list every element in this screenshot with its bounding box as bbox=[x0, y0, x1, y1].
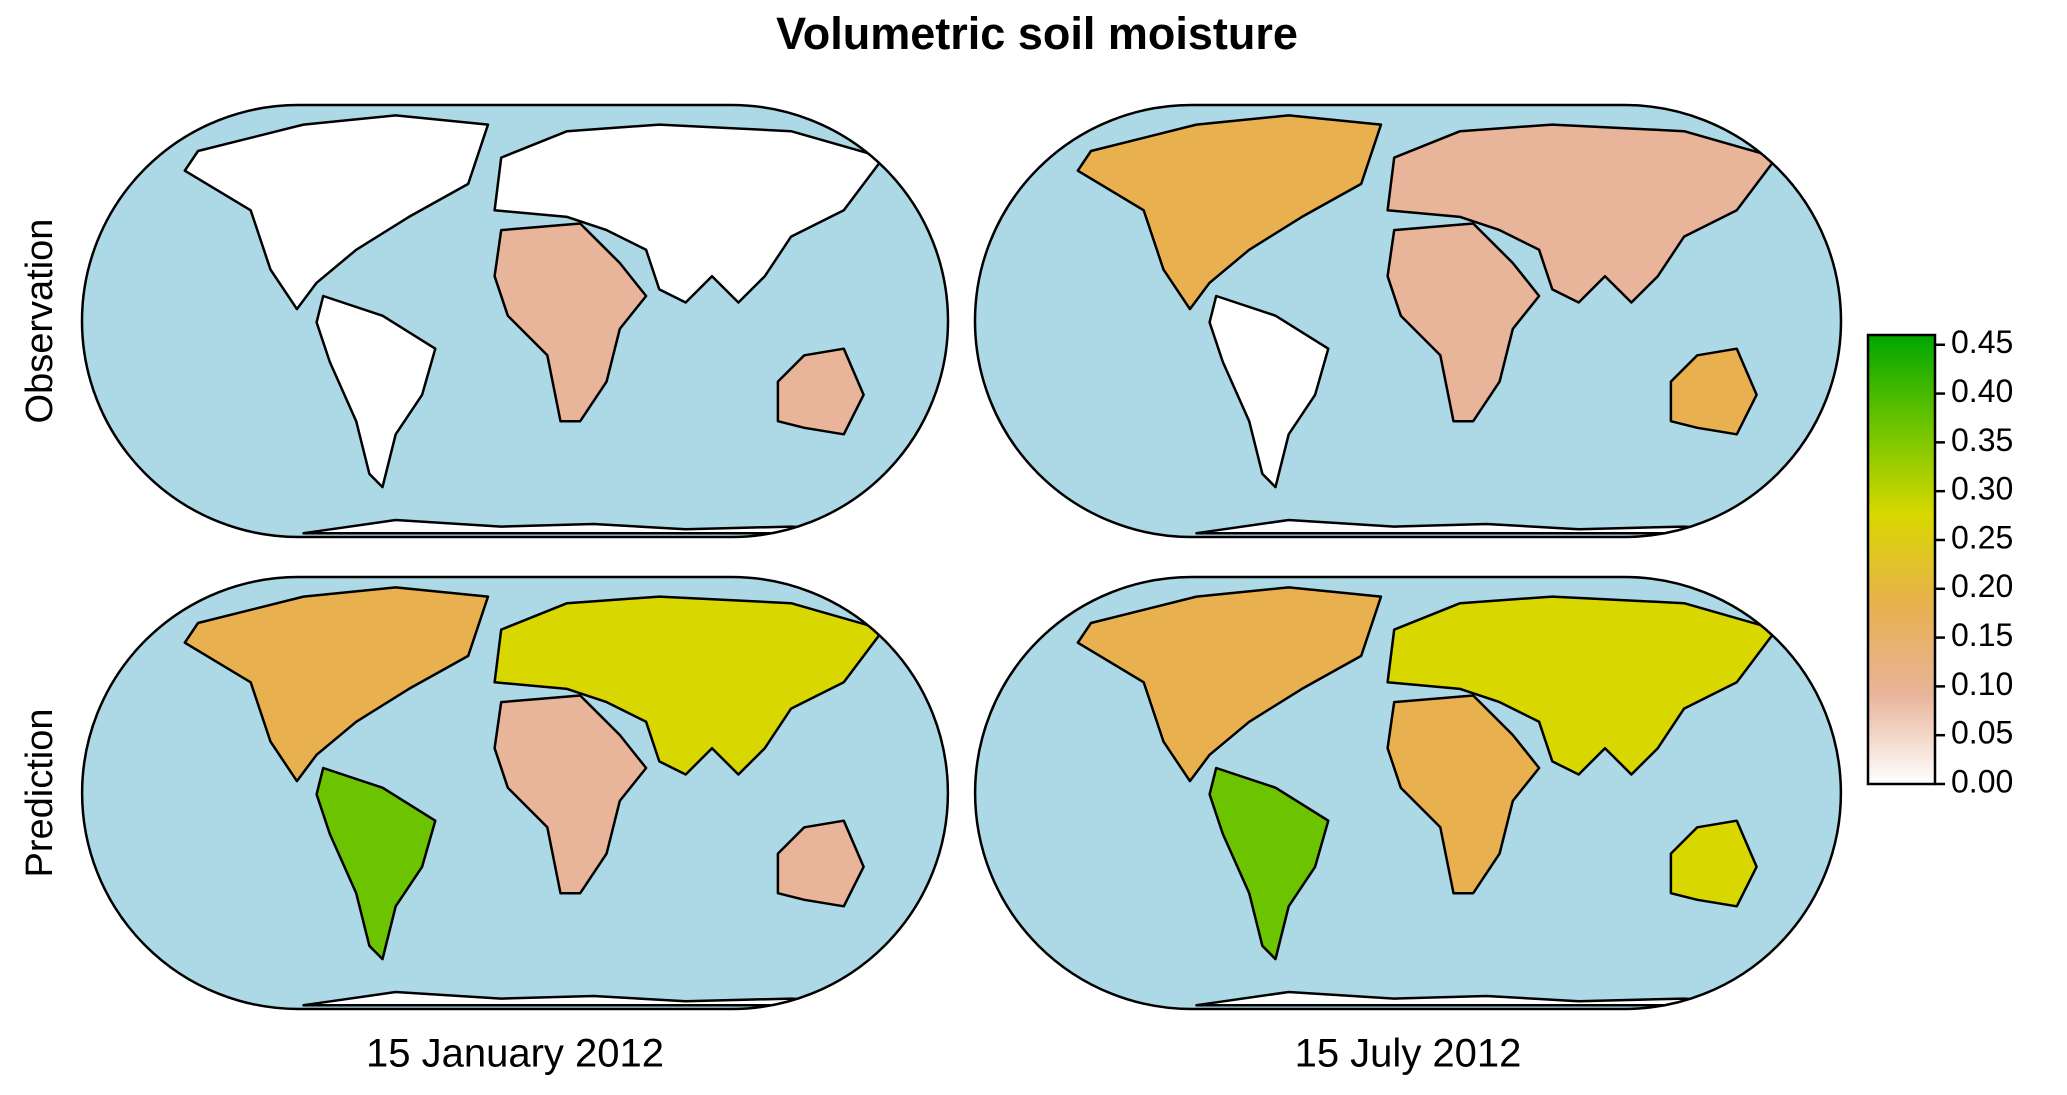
map-panel bbox=[973, 103, 1843, 539]
row-label: Prediction bbox=[19, 709, 61, 878]
colorbar-tick-label: 0.20 bbox=[1951, 568, 2013, 604]
landmass bbox=[493, 595, 885, 776]
colorbar-tick-label: 0.45 bbox=[1951, 324, 2013, 360]
landmass bbox=[315, 766, 437, 961]
map-panel bbox=[80, 575, 950, 1011]
landmass bbox=[493, 222, 648, 423]
column-label: 15 July 2012 bbox=[1295, 1032, 1522, 1076]
map-border bbox=[973, 575, 1843, 1011]
landmass bbox=[1386, 222, 1541, 423]
map-panel bbox=[973, 575, 1843, 1011]
land bbox=[183, 586, 898, 1007]
landmass bbox=[1386, 694, 1541, 895]
land bbox=[1076, 586, 1791, 1007]
map-border bbox=[973, 103, 1843, 539]
colorbar-tick-label: 0.10 bbox=[1951, 666, 2013, 702]
colorbar-tick-label: 0.15 bbox=[1951, 617, 2013, 653]
map-panel bbox=[80, 103, 950, 539]
land bbox=[1076, 114, 1791, 535]
landmass bbox=[1208, 766, 1330, 961]
colorbar-tick-label: 0.30 bbox=[1951, 471, 2013, 507]
colorbar-tick-label: 0.05 bbox=[1951, 715, 2013, 751]
landmass bbox=[1076, 114, 1383, 311]
colorbar-tick-label: 0.00 bbox=[1951, 763, 2013, 799]
landmass bbox=[493, 123, 885, 304]
row-label: Observation bbox=[19, 219, 61, 424]
landmass bbox=[1076, 586, 1383, 783]
colorbar-tick-label: 0.35 bbox=[1951, 422, 2013, 458]
land bbox=[183, 114, 898, 535]
colorbar: 0.00 0.05 0.10 0.15 0.20 0.25 0.30 0.35 0.40 0.45 bbox=[1866, 324, 2013, 799]
map-border bbox=[80, 103, 950, 539]
landmass bbox=[1386, 595, 1778, 776]
landmass bbox=[493, 694, 648, 895]
figure-title: Volumetric soil moisture bbox=[776, 8, 1298, 59]
landmass bbox=[1208, 294, 1330, 489]
map-border bbox=[80, 575, 950, 1011]
landmass bbox=[1386, 123, 1778, 304]
colorbar-tick-label: 0.25 bbox=[1951, 519, 2013, 555]
landmass bbox=[776, 819, 865, 908]
landmass bbox=[1669, 347, 1758, 436]
colorbar-tick-label: 0.40 bbox=[1951, 373, 2013, 409]
column-label: 15 January 2012 bbox=[366, 1032, 664, 1076]
landmass bbox=[183, 586, 490, 783]
landmass bbox=[1669, 819, 1758, 908]
colorbar-fill bbox=[1866, 333, 1937, 786]
landmass bbox=[315, 294, 437, 489]
maps bbox=[80, 103, 1843, 1011]
landmass bbox=[183, 114, 490, 311]
landmass bbox=[776, 347, 865, 436]
